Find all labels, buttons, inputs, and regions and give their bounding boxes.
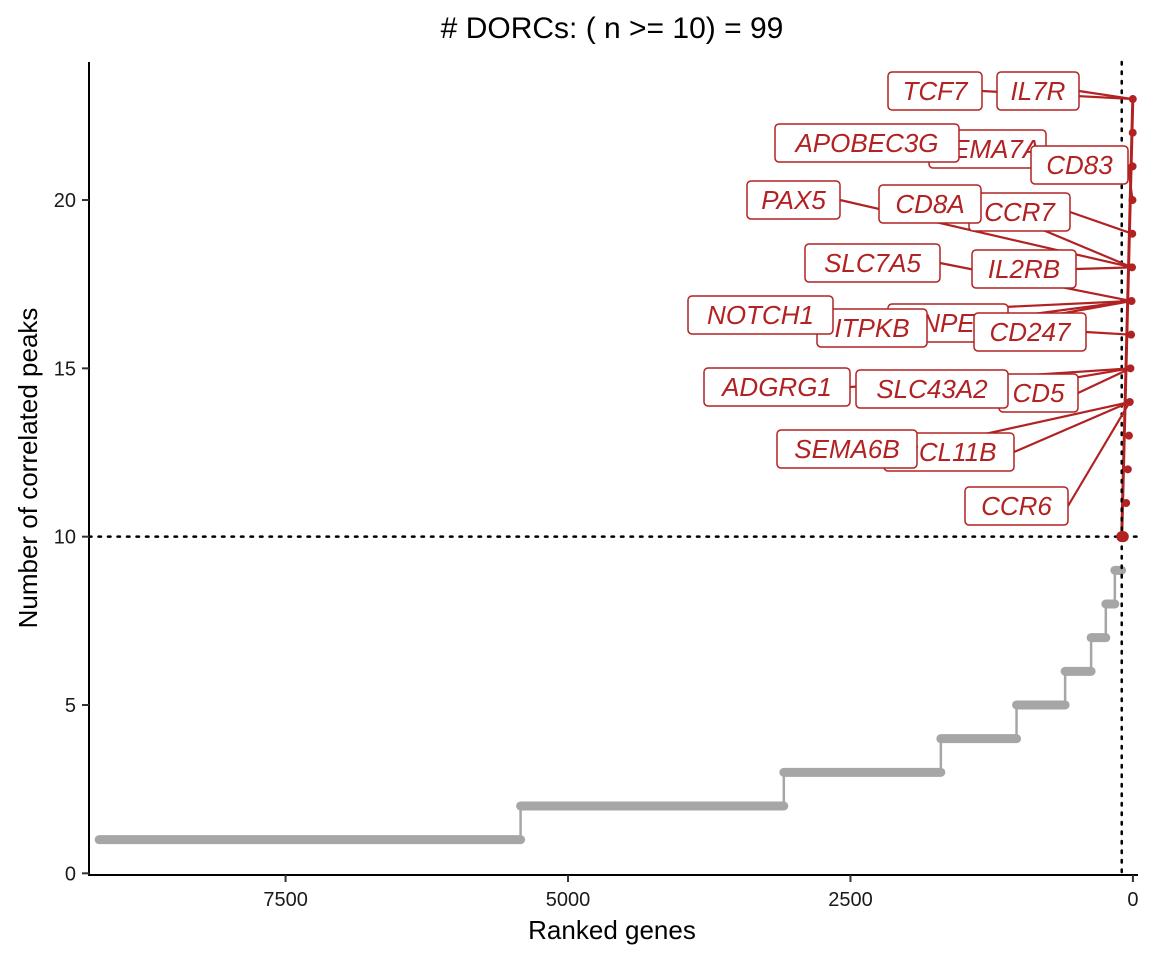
label-box-cd8a bbox=[878, 184, 982, 224]
gene-label-cd5: CD5 bbox=[1012, 378, 1065, 408]
label-box-apobec3g bbox=[774, 123, 960, 163]
connector-cd247 bbox=[1085, 330, 1132, 336]
connector-ccr7 bbox=[1069, 210, 1133, 235]
dorc-point-3 bbox=[1122, 499, 1131, 508]
dorc-point-2 bbox=[1117, 531, 1129, 543]
dorc-point-5 bbox=[1124, 431, 1133, 440]
gene-label-il7r: IL7R bbox=[1011, 76, 1066, 106]
y-tick-label-4: 20 bbox=[54, 190, 76, 212]
gene-label-cd8a: CD8A bbox=[895, 189, 964, 219]
gene-label-cd247: CD247 bbox=[990, 317, 1072, 347]
y-axis-title: Number of correlated peaks bbox=[13, 308, 43, 629]
label-box-adgrg1 bbox=[703, 367, 851, 407]
x-tick-label-2: 2500 bbox=[828, 889, 873, 911]
plot-area bbox=[87, 60, 1140, 877]
label-box-slc43a2 bbox=[855, 369, 1009, 409]
y-tick-label-3: 15 bbox=[54, 358, 76, 380]
label-box-cd247 bbox=[973, 312, 1087, 352]
gene-label-notch1: NOTCH1 bbox=[707, 300, 814, 330]
label-box-cd83 bbox=[1030, 145, 1129, 185]
gene-label-slc43a2: SLC43A2 bbox=[876, 374, 988, 404]
connector-cd5 bbox=[1077, 367, 1131, 394]
y-tick-label-2: 10 bbox=[54, 527, 76, 549]
label-box-tcf7 bbox=[887, 71, 983, 111]
label-box-slc7a5 bbox=[804, 243, 941, 283]
label-box-sema6b bbox=[776, 429, 918, 469]
dorc-point-14 bbox=[1128, 128, 1137, 137]
label-box-pax5 bbox=[746, 180, 841, 220]
gene-label-cd83: CD83 bbox=[1046, 150, 1113, 180]
connector-ccr6 bbox=[1067, 401, 1131, 507]
x-axis-title: Ranked genes bbox=[528, 915, 696, 945]
gene-label-adgrg1: ADGRG1 bbox=[720, 372, 832, 402]
x-tick-label-0: 7500 bbox=[263, 889, 308, 911]
label-box-ccr6 bbox=[964, 486, 1069, 526]
label-box-il7r bbox=[996, 71, 1080, 111]
axes: 7500 5000 2500 0 0 5 10 15 20 bbox=[54, 62, 1138, 911]
gene-label-npe: NPE bbox=[921, 308, 975, 338]
x-tick-label-3: 0 bbox=[1127, 889, 1138, 911]
connector-il7r bbox=[1078, 89, 1133, 101]
gene-label-ccr7: CCR7 bbox=[984, 197, 1056, 227]
gene-label-tcf7: TCF7 bbox=[903, 76, 970, 106]
connector-il2rb bbox=[1075, 266, 1133, 271]
label-box-il2rb bbox=[971, 249, 1077, 289]
gene-label-ccr6: CCR6 bbox=[981, 491, 1052, 521]
dorc-line bbox=[1120, 98, 1135, 537]
gene-label-pax5: PAX5 bbox=[761, 185, 826, 215]
gene-label-slc7a5: SLC7A5 bbox=[824, 248, 921, 278]
chart-title: # DORCs: ( n >= 10) = 99 bbox=[441, 12, 784, 45]
x-tick-label-1: 5000 bbox=[546, 889, 591, 911]
gene-label-itpkb: ITPKB bbox=[834, 313, 909, 343]
gene-label-il2rb: IL2RB bbox=[988, 254, 1060, 284]
connector-bcl11b bbox=[1013, 401, 1131, 454]
label-box-notch1 bbox=[687, 295, 834, 335]
gene-label-apobec3g: APOBEC3G bbox=[793, 128, 938, 158]
y-tick-label-1: 5 bbox=[65, 695, 76, 717]
dorc-point-4 bbox=[1123, 465, 1132, 474]
gene-label-sema6b: SEMA6B bbox=[794, 434, 900, 464]
y-tick-label-0: 0 bbox=[65, 863, 76, 885]
